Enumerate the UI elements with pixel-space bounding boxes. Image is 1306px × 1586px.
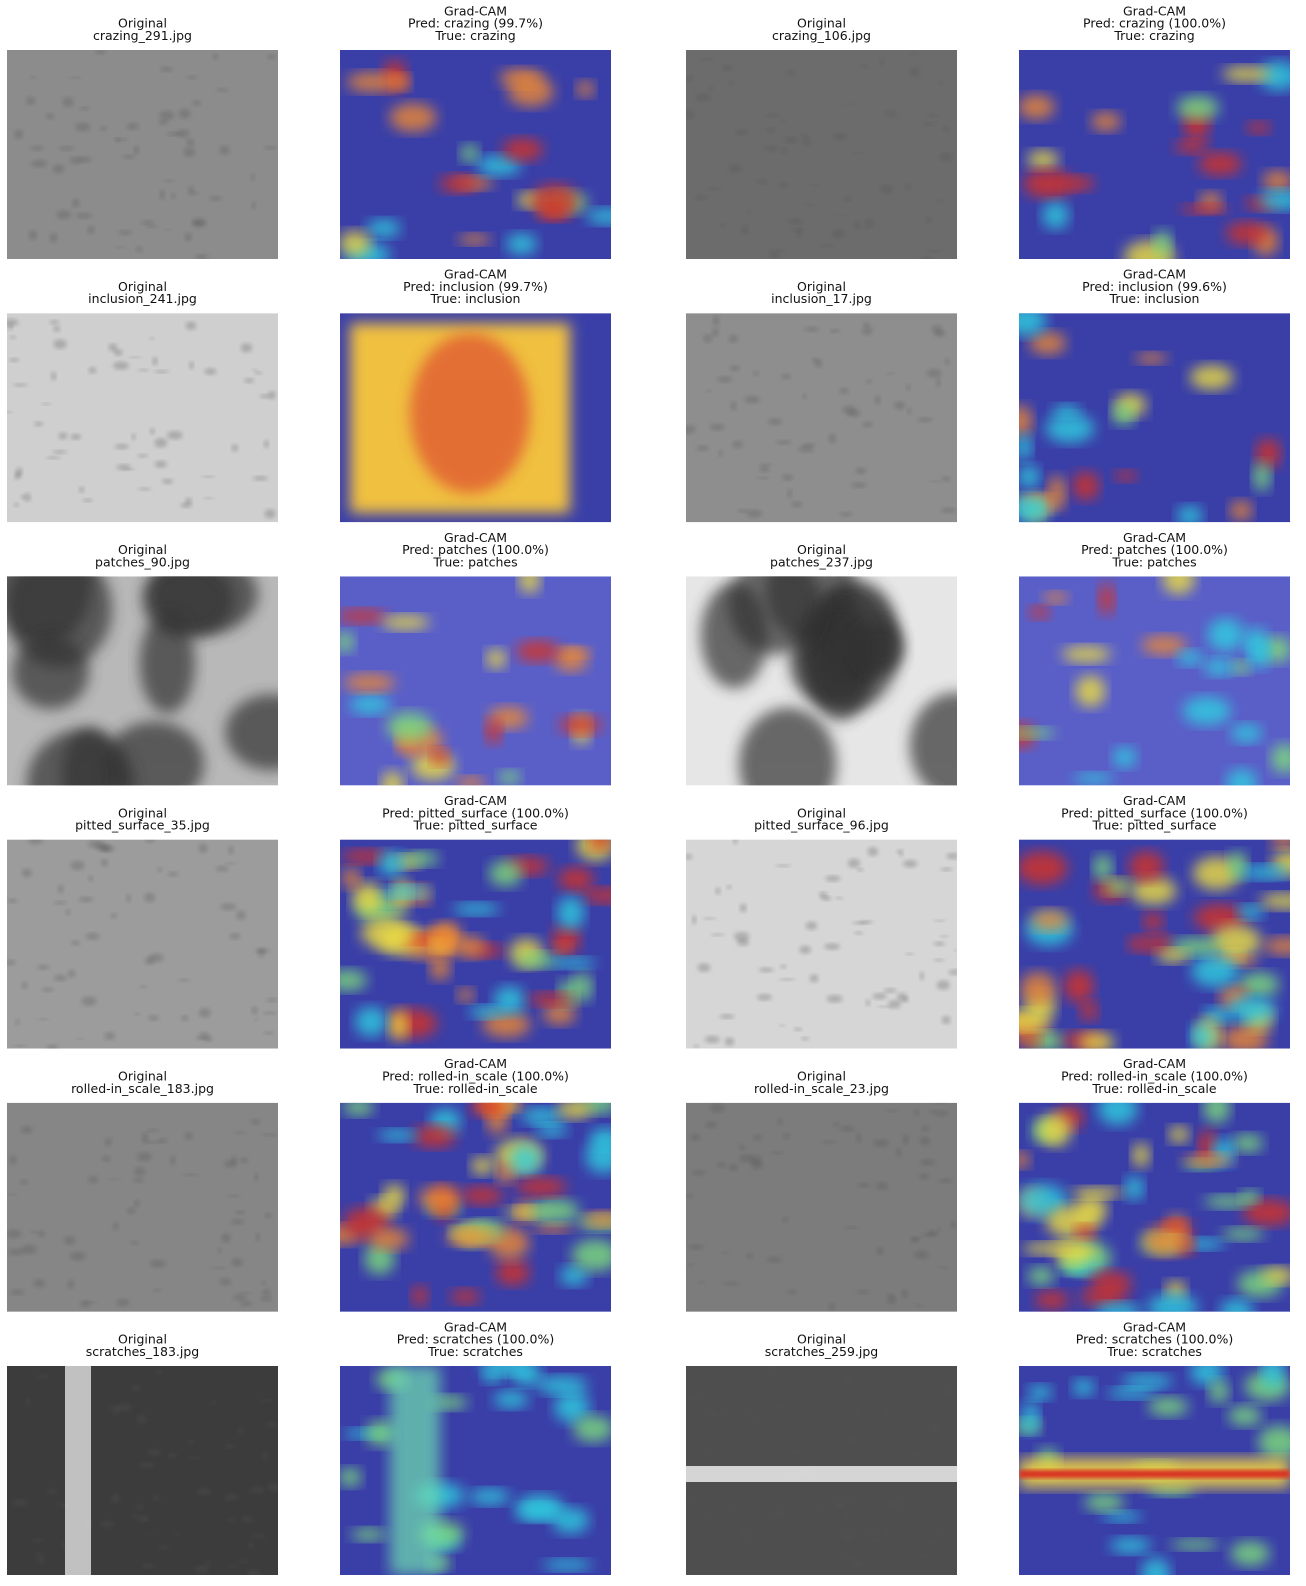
- image-panel: [1002, 833, 1306, 1053]
- image-panel: [1018, 50, 1304, 273]
- image-panel: [1009, 1092, 1296, 1322]
- panel-title-line: scratches_183.jpg: [86, 1344, 200, 1359]
- image-panel: [340, 313, 611, 522]
- panel-title-line: pitted_surface_35.jpg: [75, 818, 210, 833]
- image-panel: [1, 1103, 278, 1312]
- panel-title-line: True: patches: [432, 554, 517, 569]
- image-panel: [686, 1102, 957, 1312]
- image-panel: [7, 1365, 281, 1577]
- image-panel: [5, 836, 278, 1051]
- image-panel: [684, 50, 957, 261]
- panel-title-line: True: patches: [1111, 554, 1196, 569]
- image-panel: [1006, 564, 1298, 798]
- image-panel: [339, 50, 631, 267]
- panel-title-line: scratches_259.jpg: [765, 1344, 879, 1359]
- panel-title-line: True: scratches: [1106, 1344, 1202, 1359]
- image-panel: [686, 540, 1002, 821]
- panel-title-line: True: rolled-in_scale: [412, 1081, 537, 1096]
- image-panel: [339, 1357, 614, 1575]
- page: {"rows": [ [["Original", "crazing_291.jp…: [0, 0, 1306, 1586]
- panel-title-line: rolled-in_scale_183.jpg: [71, 1081, 214, 1096]
- panel-title-line: True: pitted_surface: [1091, 818, 1216, 833]
- panel-title-line: crazing_291.jpg: [93, 28, 192, 43]
- image-panel: [3, 313, 278, 522]
- image-panel: [335, 567, 611, 800]
- panel-title-line: True: pitted_surface: [412, 818, 537, 833]
- panel-title-line: patches_237.jpg: [770, 554, 873, 569]
- panel-title-line: rolled-in_scale_23.jpg: [754, 1081, 889, 1096]
- image-panel: [681, 1363, 957, 1575]
- panel-title-line: True: crazing: [434, 28, 515, 43]
- image-panel: [1014, 1354, 1301, 1586]
- panel-title-line: True: scratches: [427, 1344, 523, 1359]
- image-panel: [1004, 306, 1290, 526]
- panel-title-line: crazing_106.jpg: [772, 28, 871, 43]
- image-panel: [7, 49, 278, 260]
- panel-title-line: patches_90.jpg: [95, 554, 190, 569]
- image-panel: [328, 829, 633, 1048]
- panel-title-line: pitted_surface_96.jpg: [754, 818, 889, 833]
- panel-title-line: inclusion_17.jpg: [771, 291, 872, 306]
- figure: Originalcrazing_291.jpgGrad-CAMPred: cra…: [0, 0, 1306, 1586]
- image-panel: [681, 313, 957, 522]
- image-panel: [684, 836, 961, 1048]
- panel-title-line: True: rolled-in_scale: [1091, 1081, 1216, 1096]
- panel-title-line: True: inclusion: [1109, 291, 1200, 306]
- panel-title-line: True: inclusion: [430, 291, 521, 306]
- image-panel: [320, 1092, 627, 1312]
- panel-title-line: True: crazing: [1113, 28, 1194, 43]
- panel-title-line: inclusion_241.jpg: [88, 291, 197, 306]
